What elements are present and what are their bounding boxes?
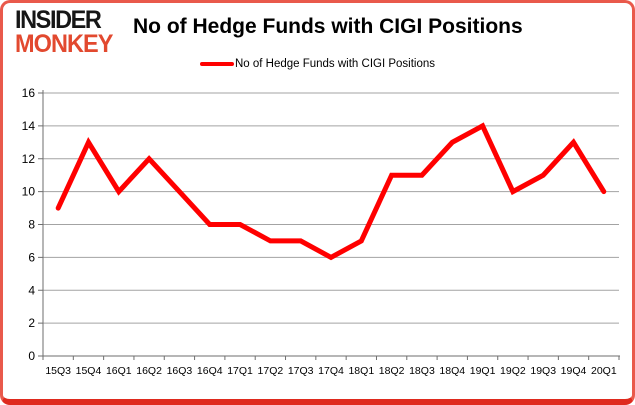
x-axis-label: 16Q4 <box>197 365 223 377</box>
x-axis-label: 17Q4 <box>318 365 344 377</box>
legend-label: No of Hedge Funds with CIGI Positions <box>234 58 436 70</box>
x-axis-label: 16Q3 <box>167 365 193 377</box>
x-axis-label: 15Q4 <box>76 365 102 377</box>
x-axis-label: 19Q3 <box>530 365 556 377</box>
legend-line-swatch <box>199 62 234 66</box>
logo-word-monkey: MONKEY <box>15 29 113 58</box>
x-axis-label: 17Q3 <box>288 365 314 377</box>
y-axis-label: 16 <box>22 86 36 100</box>
y-axis-label: 0 <box>28 349 35 363</box>
x-axis-label: 18Q1 <box>348 365 374 377</box>
data-line <box>55 122 607 261</box>
x-axis-label: 19Q4 <box>561 365 587 377</box>
x-axis-label: 19Q1 <box>470 365 496 377</box>
y-axis-label: 8 <box>28 218 35 232</box>
y-axis-label: 10 <box>22 185 36 199</box>
line-chart: 0 2 4 6 8 10 12 14 16 15Q3 15Q4 16Q1 16Q2 16Q3 16Q4 17Q… <box>22 86 620 377</box>
y-axis-label: 2 <box>28 316 35 330</box>
x-axis-label: 16Q1 <box>106 365 132 377</box>
x-axis-label: 20Q1 <box>591 365 617 377</box>
insider-monkey-logo: INSIDER MONKEY <box>15 6 113 58</box>
y-axis-label: 6 <box>28 250 35 264</box>
x-axis-label: 15Q3 <box>45 365 71 377</box>
x-axis-label: 19Q2 <box>500 365 526 377</box>
x-axis-label: 18Q3 <box>409 365 435 377</box>
x-axis-label: 17Q1 <box>227 365 253 377</box>
y-axis-label: 12 <box>22 152 36 166</box>
y-axis-label: 14 <box>22 119 36 133</box>
y-axis-label: 4 <box>28 283 35 297</box>
legend: No of Hedge Funds with CIGI Positions <box>3 58 632 70</box>
x-axis-label: 17Q2 <box>258 365 284 377</box>
x-axis-label: 18Q4 <box>439 365 465 377</box>
x-axis-label: 16Q2 <box>136 365 162 377</box>
x-axis-label: 18Q2 <box>379 365 405 377</box>
logo-word-insider: INSIDER <box>15 6 102 34</box>
chart-title: No of Hedge Funds with CIGI Positions <box>133 15 523 38</box>
